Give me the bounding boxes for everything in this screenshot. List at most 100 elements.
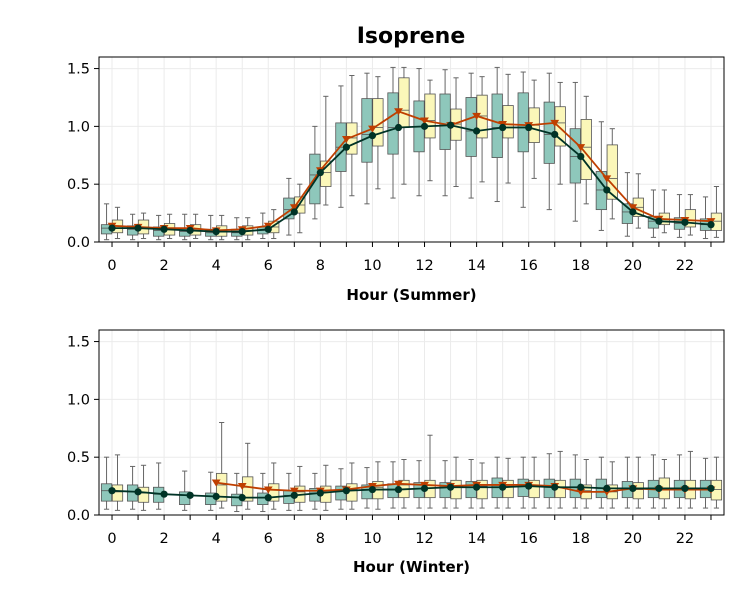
mean-point <box>211 479 221 487</box>
mean-point <box>420 117 429 125</box>
summer-panel: 0.0 0.5 1.0 1.5 0 2 4 6 8 10 12 14 16 18 20 22 Hour (Sum… <box>67 56 725 304</box>
mean-point <box>394 108 403 116</box>
x-tick-label: 20 <box>624 258 642 274</box>
x-tick-label: 4 <box>212 258 221 274</box>
mean-point <box>289 204 299 212</box>
x-tick-label: 4 <box>212 531 221 547</box>
x-tick-label: 16 <box>519 258 537 274</box>
y-tick-label: 1.5 <box>67 335 90 351</box>
x-tick-label: 22 <box>676 258 694 274</box>
box <box>424 93 436 139</box>
box <box>465 97 477 157</box>
x-tick-label: 22 <box>676 531 694 547</box>
x-axis-label: Hour (Winter) <box>353 558 470 576</box>
mean-point <box>603 484 611 493</box>
mean-point <box>212 227 220 236</box>
mean-point <box>628 204 638 212</box>
y-tick-label: 1.0 <box>67 392 90 408</box>
mean-point <box>473 127 481 135</box>
y-tick-label: 1.0 <box>67 119 90 135</box>
mean-point <box>290 491 298 499</box>
y-tick-label: 0.0 <box>67 235 90 251</box>
mean-point <box>655 484 663 493</box>
mean-point <box>420 484 429 493</box>
mean-point <box>577 483 585 491</box>
mean-point <box>342 143 350 151</box>
mean-point <box>446 121 455 129</box>
box <box>606 144 618 200</box>
mean-point <box>551 483 559 491</box>
mean-point <box>681 218 689 226</box>
mean-point <box>341 136 351 144</box>
mean-point <box>263 486 273 494</box>
chart-title: Isoprene <box>357 24 466 49</box>
mean-line <box>112 124 712 233</box>
mean-line <box>111 110 712 232</box>
mean-point <box>525 123 533 132</box>
mean-point <box>629 208 637 216</box>
mean-point <box>707 484 715 493</box>
x-tick-label: 6 <box>264 258 273 274</box>
plot-frame <box>98 329 725 516</box>
mean-point <box>551 130 559 139</box>
mean-point <box>602 175 612 183</box>
mean-point <box>629 484 637 493</box>
x-axis-label: Hour (Summer) <box>346 286 476 304</box>
x-tick-label: 12 <box>415 258 433 274</box>
box <box>387 92 399 155</box>
mean-point <box>394 485 403 494</box>
mean-point <box>577 152 585 161</box>
x-tick-label: 10 <box>363 531 381 547</box>
mean-point <box>576 144 586 152</box>
y-tick-label: 0.0 <box>67 508 90 524</box>
mean-point <box>134 224 142 232</box>
box <box>216 472 228 502</box>
x-tick-label: 18 <box>572 531 590 547</box>
x-tick-label: 2 <box>159 258 168 274</box>
x-tick-label: 14 <box>467 258 485 274</box>
mean-point <box>290 208 298 216</box>
mean-point <box>134 488 142 496</box>
box <box>439 93 451 150</box>
mean-point <box>212 492 220 501</box>
mean-point <box>420 122 429 130</box>
mean-point <box>472 112 482 120</box>
mean-point <box>237 483 247 491</box>
x-tick-label: 12 <box>415 531 433 547</box>
mean-point <box>238 494 246 502</box>
mean-point <box>316 489 324 497</box>
x-tick-label: 16 <box>519 531 537 547</box>
x-tick-label: 2 <box>159 531 168 547</box>
x-tick-label: 0 <box>107 531 116 547</box>
mean-point <box>576 488 586 496</box>
mean-point <box>368 125 377 133</box>
mean-point <box>108 487 116 495</box>
y-tick-label: 0.5 <box>67 450 90 466</box>
mean-point <box>368 132 377 140</box>
mean-line <box>111 485 711 499</box>
mean-point <box>186 491 194 499</box>
mean-point <box>394 123 403 132</box>
x-tick-label: 0 <box>107 258 116 274</box>
mean-point <box>238 227 246 236</box>
mean-point <box>368 485 377 494</box>
x-tick-label: 20 <box>624 531 642 547</box>
x-tick-label: 14 <box>467 531 485 547</box>
mean-point <box>603 186 611 194</box>
mean-point <box>342 487 350 495</box>
y-tick-label: 0.5 <box>67 177 90 193</box>
x-tick-label: 6 <box>264 531 273 547</box>
x-tick-label: 8 <box>316 258 325 274</box>
mean-point <box>499 483 507 491</box>
x-tick-label: 8 <box>316 531 325 547</box>
plot-frame <box>98 56 725 243</box>
mean-point <box>446 483 455 491</box>
mean-point <box>473 483 481 491</box>
mean-point <box>289 487 299 495</box>
mean-point <box>160 225 168 233</box>
x-tick-label: 10 <box>363 258 381 274</box>
winter-panel: 0.0 0.5 1.0 1.5 0 2 4 6 8 10 12 14 16 18 20 22 Hour (Win… <box>67 329 725 576</box>
mean-point <box>264 225 272 233</box>
mean-point <box>499 123 507 132</box>
